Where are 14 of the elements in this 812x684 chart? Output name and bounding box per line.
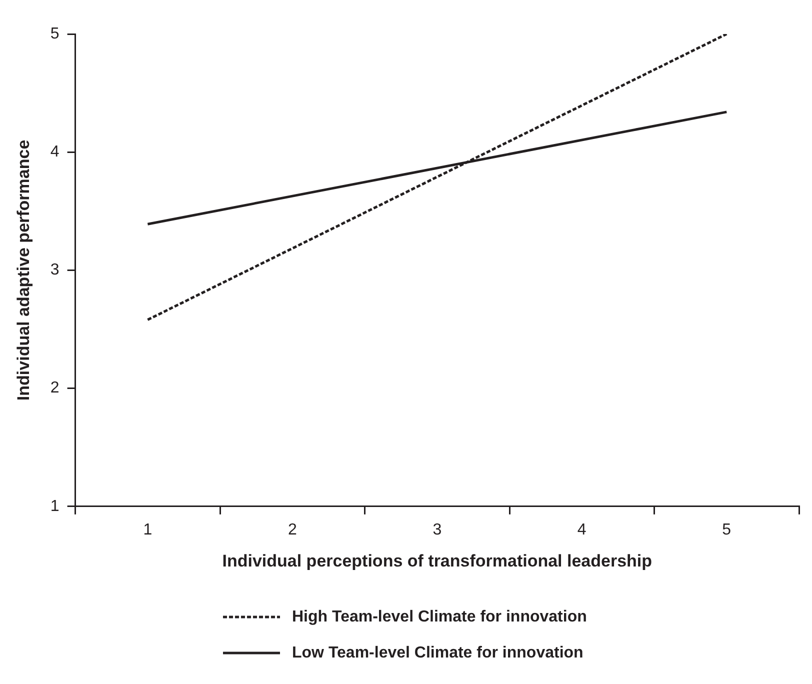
- y-tick-label: 2: [50, 380, 60, 397]
- y-tick-label: 4: [50, 144, 60, 161]
- x-tick-label: 2: [288, 521, 297, 538]
- y-tick-label: 3: [50, 262, 60, 279]
- legend-label: Low Team-level Climate for innovation: [292, 644, 584, 662]
- x-tick-label: 5: [722, 521, 732, 538]
- x-tick-label: 4: [577, 521, 586, 538]
- x-tick-label: 1: [143, 521, 152, 538]
- x-axis-title: Individual perceptions of transformational leadership: [222, 551, 652, 570]
- y-tick-label: 5: [50, 25, 60, 42]
- y-tick-label: 1: [50, 498, 60, 515]
- y-axis-title: Individual adaptive performance: [14, 140, 33, 401]
- x-tick-label: 3: [432, 521, 442, 538]
- legend-label: High Team-level Climate for innovation: [292, 608, 587, 626]
